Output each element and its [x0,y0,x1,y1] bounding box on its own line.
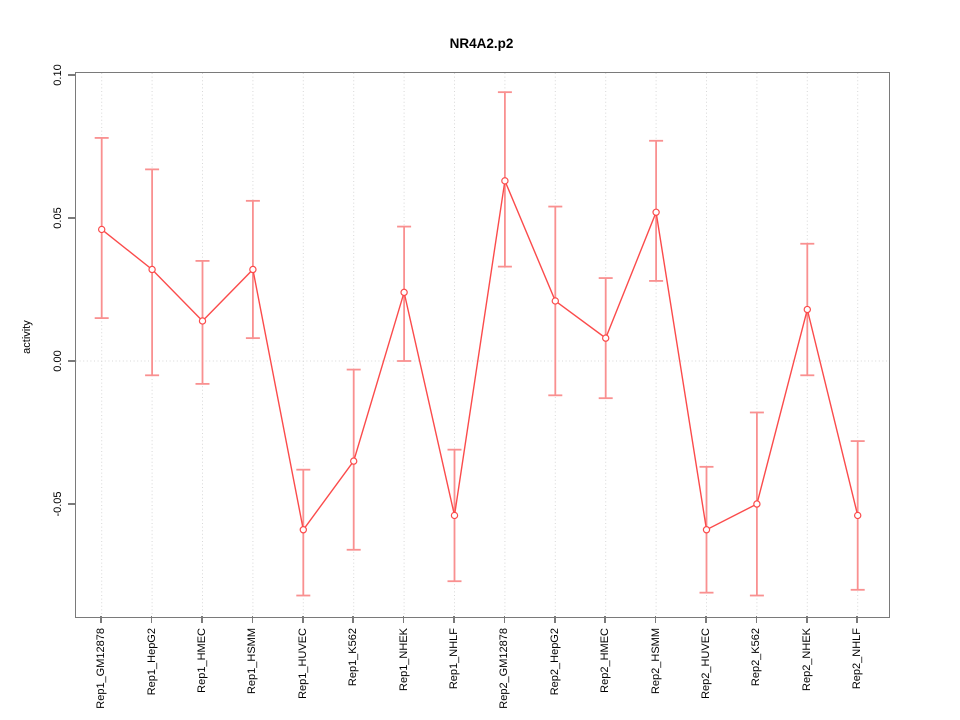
chart-title: NR4A2.p2 [449,36,514,51]
data-point [853,511,861,520]
y-tick [68,360,76,362]
y-tick-label: 0.00 [52,350,64,372]
data-point [752,500,761,508]
x-tick-label: Rep2_HSMM [649,628,662,695]
y-tick-label: 0.10 [52,64,64,86]
data-point [803,305,811,314]
x-tick [806,616,808,623]
x-tick [503,616,506,623]
data-point [551,297,559,305]
data-point [651,208,660,216]
data-point [147,265,156,274]
x-tick [100,616,102,623]
x-tick-label: Rep1_NHEK [397,628,410,691]
x-tick [402,616,405,623]
x-tick-label: Rep2_NHLF [851,628,864,690]
x-tick [856,616,858,623]
x-tick-label: Rep2_HUVEC [700,628,712,699]
plot-border [74,71,890,618]
x-tick [755,616,758,623]
data-line [100,178,858,532]
x-tick-label: Rep1_HepG2 [145,628,158,696]
data-point [299,526,307,534]
x-tick-label: Rep1_GM12878 [95,628,108,709]
x-tick-label: Rep2_GM12878 [498,628,511,709]
data-point [702,526,710,534]
y-tick-label: -0.05 [52,491,64,517]
x-tick-label: Rep2_HepG2 [548,628,561,696]
x-tick-label: Rep2_NHEK [800,628,813,691]
x-tick [352,616,354,623]
y-tick [68,74,76,76]
data-point [349,457,357,465]
data-point [198,317,206,325]
x-tick-label: Rep1_HSMM [246,628,259,695]
x-tick [251,616,254,623]
y-axis-label: activity [21,320,33,354]
y-tick [68,217,76,219]
data-point [601,334,609,342]
x-tick [604,616,606,623]
data-point [399,288,408,297]
x-tick-label: Rep1_HUVEC [296,628,309,699]
x-tick [705,616,707,623]
x-tick [201,616,203,623]
x-tick-label: Rep1_NHLF [448,628,460,690]
x-tick-label: Rep2_HMEC [599,628,612,693]
x-tick-label: Rep1_HMEC [196,628,208,693]
plot-svg [75,73,888,616]
x-tick [302,616,304,623]
data-point [450,511,458,520]
x-tick-label: Rep1_K562 [347,628,360,687]
y-tick-label: 0.05 [52,207,64,229]
y-tick [68,503,76,505]
x-tick-label: Rep2_K562 [750,628,763,687]
data-point [97,225,105,234]
x-tick [150,616,153,623]
x-tick [554,616,556,623]
data-point [500,177,509,185]
x-tick [453,616,455,623]
data-point [248,265,257,274]
x-tick [654,616,657,623]
